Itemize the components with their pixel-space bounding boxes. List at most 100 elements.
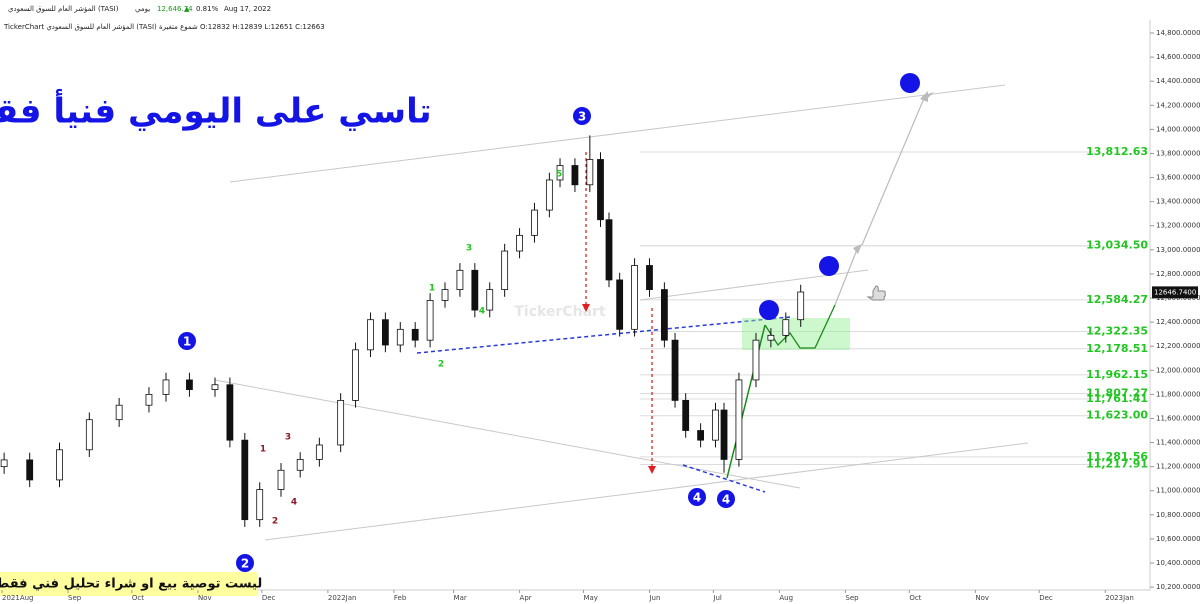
y-tick-label: 14,400.0000 <box>1156 77 1200 85</box>
wave-circle <box>178 332 196 350</box>
wave-green: 5 <box>556 170 562 180</box>
level-label: 11,281.56 <box>1086 450 1148 463</box>
level-label: 12,178.51 <box>1086 342 1148 355</box>
candle-body <box>145 393 153 406</box>
level-label: 11,761.41 <box>1086 392 1148 405</box>
candle-body <box>697 430 704 441</box>
candle-body <box>597 159 604 221</box>
x-tick-label: 2021Aug <box>2 594 33 602</box>
candle-body <box>571 165 579 186</box>
change: 0.81% <box>196 5 219 13</box>
candle-body <box>211 384 219 390</box>
candle-body <box>296 459 304 471</box>
wave-circle <box>688 488 706 506</box>
y-tick-label: 11,400.0000 <box>1156 439 1200 447</box>
x-tick-label: May <box>583 594 597 602</box>
y-tick-label: 12,000.0000 <box>1156 366 1200 374</box>
wave-circle <box>573 107 591 125</box>
blue-trendline <box>682 464 766 493</box>
candle-body <box>26 459 34 481</box>
disclaimer: ليست توصية بيع او شراء تحليل فني فقط <box>0 577 262 592</box>
candle-body <box>682 400 690 431</box>
candle-body <box>367 319 374 351</box>
y-tick-label: 10,400.0000 <box>1156 559 1200 567</box>
x-tick-label: Dec <box>262 594 276 602</box>
direction: ▲ <box>184 5 190 13</box>
candle-body <box>646 265 653 290</box>
y-tick-label: 13,200.0000 <box>1156 222 1200 230</box>
wave-circle <box>236 554 254 572</box>
candle-body <box>85 419 93 451</box>
candle-body <box>352 349 359 401</box>
candle-body <box>256 489 264 521</box>
candle-body <box>277 469 285 490</box>
wave-major: 2 <box>241 557 249 571</box>
candle-body <box>441 289 449 301</box>
x-tick-label: Feb <box>394 594 407 602</box>
candle-body <box>0 459 8 468</box>
candle-body <box>162 379 170 395</box>
level-label: 11,962.15 <box>1086 368 1148 381</box>
wave-major: 4 <box>722 493 730 507</box>
arrow-head <box>853 244 862 254</box>
candle-body <box>115 404 123 421</box>
x-tick-label: Jun <box>648 594 660 602</box>
y-tick-label: 12,200.0000 <box>1156 342 1200 350</box>
candle-body <box>712 409 719 441</box>
price: 12,646.74 <box>157 5 193 13</box>
candle-body <box>660 289 668 341</box>
y-tick-label: 14,200.0000 <box>1156 101 1200 109</box>
candle-body <box>797 291 805 321</box>
wave-green: 4 <box>479 307 485 317</box>
y-tick-label: 10,200.0000 <box>1156 583 1200 591</box>
x-tick-label: Nov <box>198 594 212 602</box>
wave-major: 3 <box>578 110 586 124</box>
y-tick-label: 11,600.0000 <box>1156 414 1200 422</box>
candle-body <box>720 409 728 460</box>
date: Aug 17, 2022 <box>224 5 271 13</box>
candle-body <box>531 209 538 236</box>
wave-red: 4 <box>291 498 297 508</box>
candle-body <box>56 449 63 481</box>
chart-title: تاسي على اليومي فنيأ فقط <box>0 89 432 132</box>
candle-body <box>337 400 345 446</box>
candle-body <box>631 265 638 330</box>
wave-green: 3 <box>466 244 472 254</box>
projection <box>764 304 836 349</box>
candle-body <box>186 379 193 390</box>
y-tick-label: 10,600.0000 <box>1156 535 1200 543</box>
wave-major: 1 <box>183 335 191 349</box>
candle-body <box>315 444 323 460</box>
candle-body <box>605 219 613 281</box>
projection-arrow <box>861 95 926 246</box>
x-tick-label: Oct <box>909 594 921 602</box>
level-label: 13,034.50 <box>1086 239 1148 252</box>
level-label: 12,322.35 <box>1086 324 1148 337</box>
candle-body <box>396 328 404 346</box>
wave-red: 3 <box>285 433 291 443</box>
x-tick-label: 2022Jan <box>328 594 357 602</box>
wave-green: 2 <box>438 360 444 370</box>
instrument: المؤشر العام للسوق السعودي (TASI) <box>8 5 119 13</box>
wave-circle <box>717 490 735 508</box>
red-arrow-head <box>648 466 656 474</box>
candle-body <box>782 319 790 336</box>
y-tick-label: 13,600.0000 <box>1156 174 1200 182</box>
thumbs-up <box>866 285 886 301</box>
watermark: TickerChart <box>514 304 606 320</box>
candle-body <box>486 289 494 311</box>
wave-major: 4 <box>693 491 701 505</box>
x-tick-label: Aug <box>779 594 793 602</box>
wave-red: 1 <box>260 445 266 455</box>
x-tick-label: Sep <box>845 594 859 602</box>
candle-body <box>616 279 624 330</box>
x-tick-label: Apr <box>520 594 532 602</box>
channel-line <box>229 84 1006 183</box>
candle-body <box>516 234 523 252</box>
candle-body <box>426 300 434 341</box>
y-tick-label: 14,600.0000 <box>1156 53 1200 61</box>
y-tick-label: 13,400.0000 <box>1156 198 1200 206</box>
y-tick-label: 14,800.0000 <box>1156 29 1200 37</box>
target-dot <box>900 73 920 93</box>
